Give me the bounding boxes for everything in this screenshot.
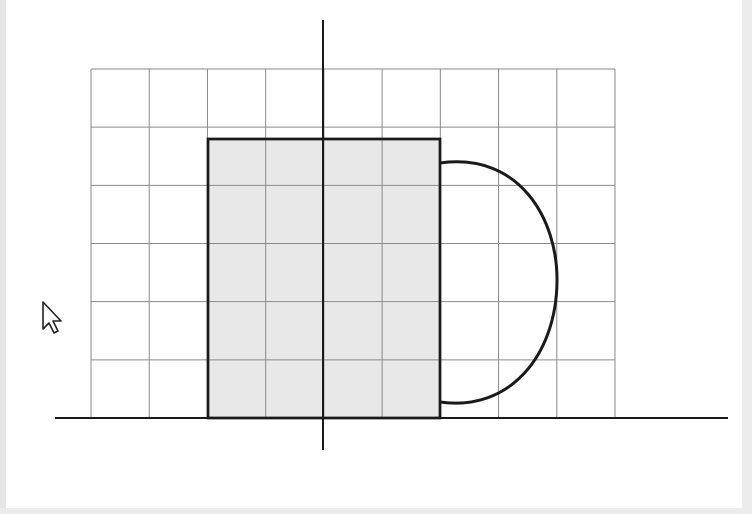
mouse-pointer-icon — [42, 301, 62, 334]
window-edge-bottom — [0, 508, 752, 514]
window-edge-right — [742, 0, 752, 514]
window-edge-left — [0, 0, 6, 514]
mug-handle — [439, 160, 559, 405]
